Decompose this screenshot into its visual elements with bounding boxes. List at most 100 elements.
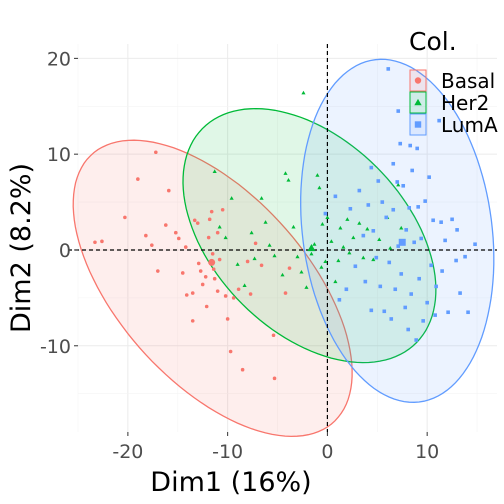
point-luma: [396, 109, 400, 113]
point-basal: [208, 218, 212, 222]
confidence-ellipses: [73, 59, 494, 436]
point-basal: [123, 216, 127, 220]
point-luma: [443, 239, 447, 243]
point-luma: [386, 67, 390, 71]
point-basal: [193, 218, 197, 222]
point-luma: [367, 203, 371, 207]
point-basal: [154, 150, 158, 154]
point-luma: [387, 261, 391, 265]
point-luma: [401, 184, 405, 188]
point-luma: [362, 234, 366, 238]
point-luma: [393, 287, 397, 291]
point-basal: [249, 292, 253, 296]
point-basal: [207, 236, 211, 240]
point-basal: [100, 240, 104, 244]
point-luma: [338, 298, 342, 302]
point-luma: [324, 212, 328, 216]
point-basal: [260, 264, 264, 268]
point-luma: [404, 228, 408, 232]
point-luma: [395, 180, 399, 184]
point-luma: [414, 338, 418, 342]
point-luma: [408, 144, 412, 148]
point-basal: [273, 377, 277, 381]
point-basal: [284, 291, 288, 295]
point-luma: [409, 292, 413, 296]
point-basal: [288, 266, 292, 270]
point-basal: [185, 293, 189, 297]
point-basal: [184, 245, 188, 249]
point-basal: [191, 291, 195, 295]
point-luma: [380, 200, 384, 204]
point-luma: [382, 309, 386, 313]
point-basal: [241, 368, 245, 372]
point-luma: [378, 285, 382, 289]
point-luma: [391, 208, 395, 212]
point-luma: [454, 259, 458, 263]
point-luma: [389, 317, 393, 321]
point-luma: [450, 218, 454, 222]
point-basal: [254, 241, 258, 245]
point-luma: [376, 179, 380, 183]
point-basal: [216, 289, 220, 293]
point-basal: [144, 234, 148, 238]
point-basal: [93, 241, 97, 245]
y-tick-label: 0: [59, 240, 71, 262]
mean-luma: [399, 239, 406, 246]
point-luma: [358, 189, 362, 193]
point-basal: [199, 269, 203, 273]
point-basal: [226, 317, 230, 321]
point-basal: [218, 258, 222, 262]
x-tick-label: -10: [212, 441, 243, 463]
y-axis-title: Dim2 (8.2%): [6, 163, 37, 333]
point-basal: [272, 333, 276, 337]
point-basal: [213, 277, 217, 281]
point-luma: [345, 287, 349, 291]
point-basal: [205, 305, 209, 309]
point-basal: [229, 350, 233, 354]
x-axis-title: Dim1 (16%): [150, 467, 311, 498]
point-luma: [421, 319, 425, 323]
point-basal: [211, 252, 215, 256]
point-luma: [370, 166, 374, 170]
point-basal: [232, 296, 236, 300]
point-luma: [425, 301, 429, 305]
point-luma: [410, 169, 414, 173]
point-luma: [398, 142, 402, 146]
point-luma: [384, 216, 388, 220]
point-luma: [399, 272, 403, 276]
point-luma: [374, 256, 378, 260]
point-luma: [370, 309, 374, 313]
point-basal: [174, 231, 178, 235]
point-luma: [416, 205, 420, 209]
point-basal: [136, 177, 140, 181]
point-basal: [196, 221, 200, 225]
legend-marker-basal: [415, 77, 421, 83]
point-basal: [216, 231, 220, 235]
point-luma: [407, 206, 411, 210]
point-basal: [181, 271, 185, 275]
point-luma: [364, 280, 368, 284]
x-tick-label: 0: [321, 441, 333, 463]
point-luma: [423, 199, 427, 203]
point-basal: [246, 260, 250, 264]
point-luma: [334, 195, 338, 199]
point-basal: [210, 210, 214, 214]
mean-basal: [208, 259, 215, 266]
point-luma: [473, 242, 477, 246]
point-luma: [417, 277, 421, 281]
point-her2: [301, 91, 305, 95]
x-tick-label: 10: [415, 441, 439, 463]
point-luma: [466, 310, 470, 314]
point-luma: [440, 269, 444, 273]
y-tick-label: 10: [47, 144, 71, 166]
legend-title: Col.: [409, 27, 457, 56]
point-basal: [221, 208, 225, 212]
point-basal: [177, 237, 181, 241]
x-tick-label: -20: [112, 441, 143, 463]
point-luma: [463, 255, 467, 259]
point-basal: [204, 275, 208, 279]
point-luma: [434, 285, 438, 289]
point-luma: [433, 313, 437, 317]
point-basal: [167, 189, 171, 193]
legend-label-basal: Basal: [441, 69, 495, 93]
